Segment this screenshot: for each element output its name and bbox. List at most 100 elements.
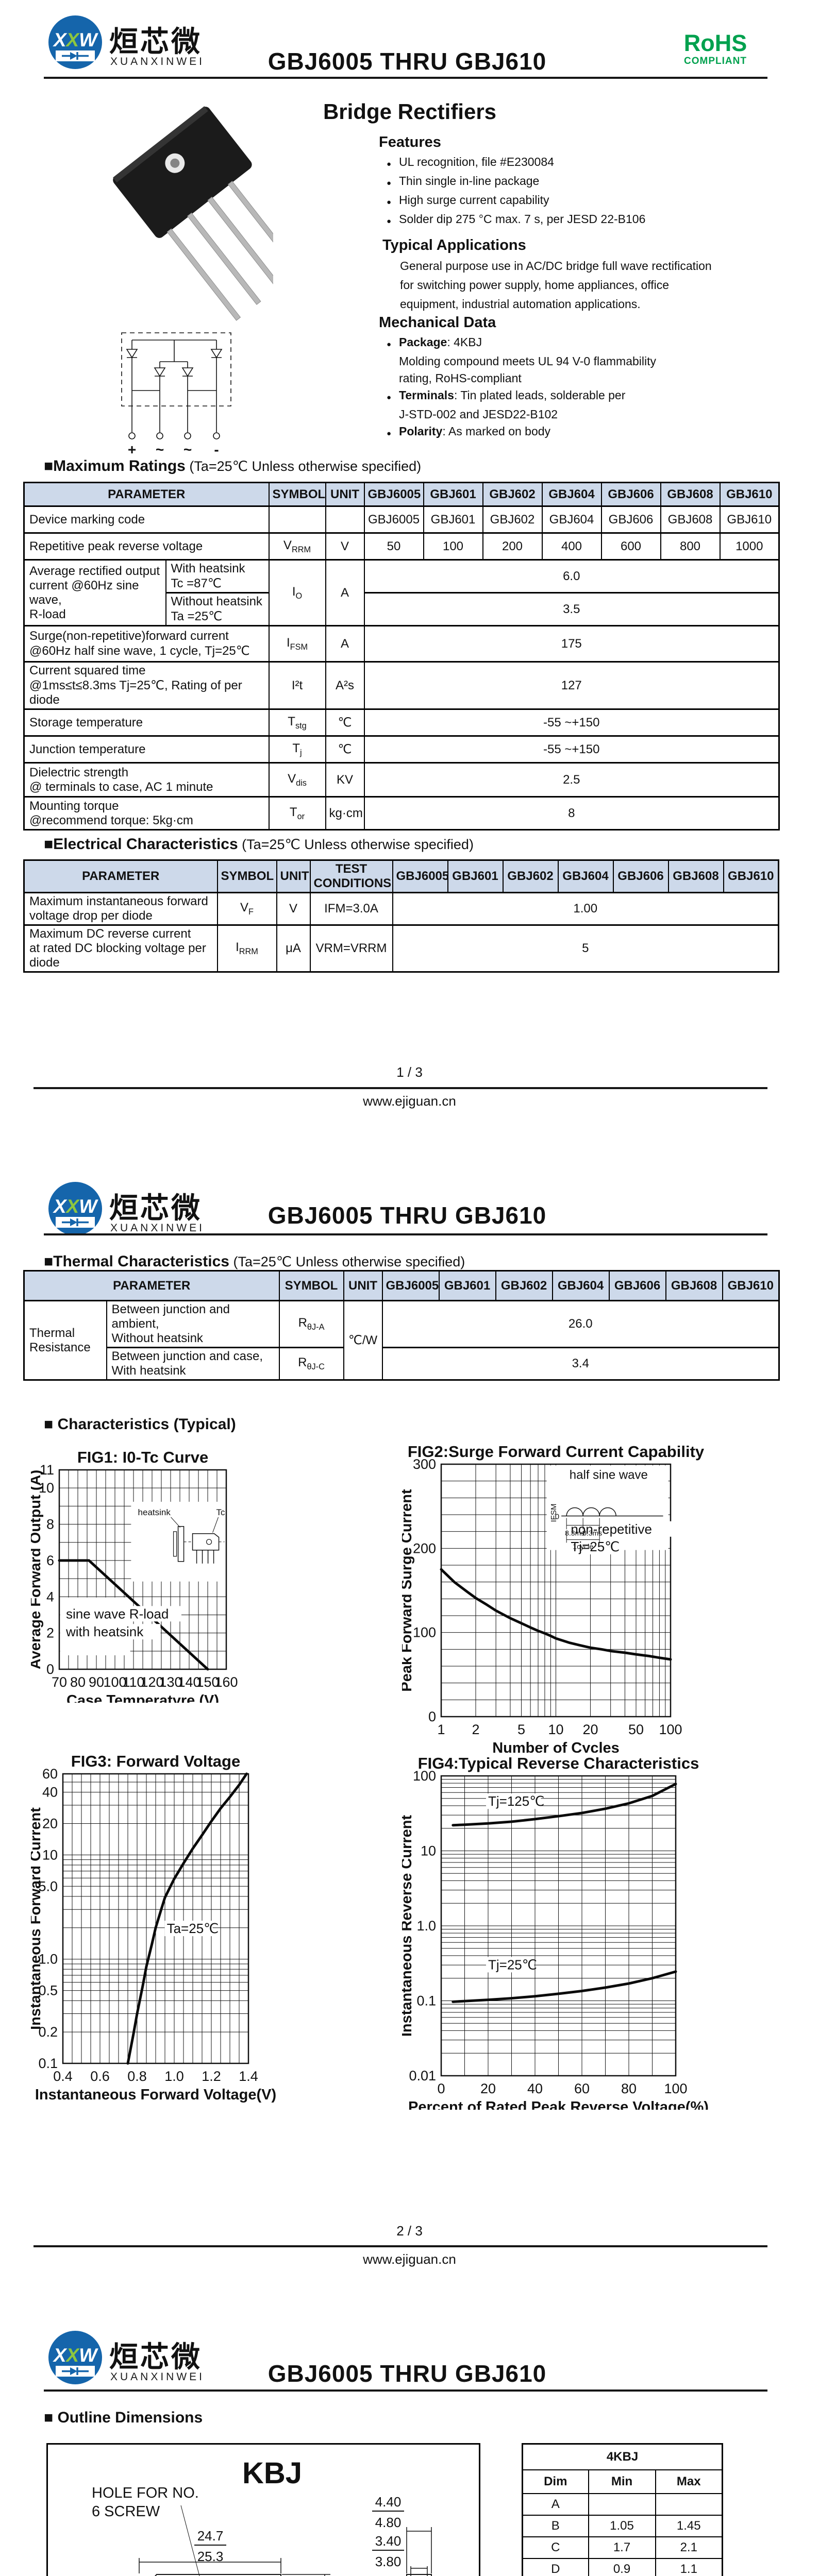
column-header: GBJ602 [502, 859, 559, 893]
footer-url[interactable]: www.ejiguan.cn [363, 2251, 456, 2267]
brand-name-en: XUANXINWEI [110, 2371, 205, 2383]
column-header: PARAMETER [23, 1270, 280, 1301]
unit-cell: A [325, 559, 365, 626]
param-cell: Device marking code [23, 505, 270, 534]
y-tick-label: 11 [40, 1462, 54, 1478]
heading-cond: (Ta=25℃ Unless otherwise specified) [229, 1254, 465, 1269]
value-cell: GBJ606 [600, 505, 661, 534]
y-tick-label: 40 [42, 1785, 58, 1800]
y-tick-label: 0.01 [409, 2068, 436, 2083]
outline-drawing-box: KBJ HOLE FOR NO. 6 SCREW [46, 2443, 480, 2576]
x-tick-label: 20 [582, 1722, 598, 1737]
x-tick-label: 10 [548, 1722, 563, 1737]
symbol-cell: I²t [268, 661, 326, 710]
seg-label: 8.3ms [565, 1529, 584, 1537]
dimension-labels: 24.725.314.715.33.804.203.303.7017.018.0… [194, 2494, 404, 2569]
x-tick-label: 0.6 [90, 2069, 110, 2084]
header-rule [44, 2389, 767, 2392]
logo-monogram: XXW [53, 29, 98, 50]
mech-text: : Tin plated leads, solderable per [454, 388, 626, 402]
header-rule [44, 77, 767, 79]
x-tick-label: 5 [517, 1722, 525, 1737]
x-tick-label: 70 [52, 1674, 67, 1690]
hole-note-line2: 6 SCREW [92, 2503, 160, 2520]
column-header: GBJ6005 [381, 1270, 440, 1301]
param-cell: Repetitive peak reverse voltage [23, 532, 270, 561]
x-tick-label: 90 [89, 1674, 104, 1690]
column-header: GBJ604 [551, 1270, 610, 1301]
outline-dimensions-heading: ■ Outline Dimensions [44, 2409, 203, 2426]
column-header: SYMBOL [278, 1270, 344, 1301]
x-tick-label: 1 [437, 1722, 445, 1737]
param-cell: Dielectric strength @ terminals to case, … [23, 762, 270, 798]
cycle-label: 1cycle [573, 1542, 593, 1550]
param-cell: Junction temperature [23, 735, 270, 764]
x-tick-label: 130 [159, 1674, 182, 1690]
y-tick-label: 1.0 [416, 1918, 436, 1934]
terminal-label: ~ [156, 442, 164, 457]
page-number: 2 / 3 [396, 2223, 423, 2239]
brand-name-en: XUANXINWEI [110, 56, 205, 67]
bullet-icon [387, 370, 399, 387]
hole-note: HOLE FOR NO. 6 SCREW [92, 2484, 199, 2521]
value-cell: GBJ601 [423, 505, 483, 534]
dim-min-w_body: 24.7 [197, 2528, 224, 2544]
x-tick-label: 60 [574, 2081, 590, 2096]
thermal-table: PARAMETER SYMBOL UNIT GBJ6005 GBJ601 GBJ602 GB… [23, 1270, 780, 1381]
x-tick-label: 1.2 [202, 2069, 221, 2084]
column-header: GBJ601 [438, 1270, 496, 1301]
value-cell: 26.0 [381, 1300, 780, 1348]
dim-letter-cell: A [522, 2493, 589, 2516]
column-header: PARAMETER [23, 482, 270, 507]
gridline [171, 1517, 180, 1528]
front-view [154, 2505, 281, 2576]
annotation-bg [63, 1606, 181, 1622]
dim-max-sv_top_w: 4.80 [375, 2515, 402, 2530]
column-header: GBJ602 [482, 482, 543, 507]
mech-term: Package [399, 335, 447, 349]
ifsm-label: IFSM [549, 1504, 558, 1522]
annotation: Tj=25℃ [488, 1957, 537, 1972]
param-cell: Surge(non-repetitive)forward current @60H… [23, 625, 270, 663]
y-tick-label: 100 [413, 1768, 436, 1784]
chart-title: FIG3: Forward Voltage [71, 1753, 240, 1770]
dim-letter-cell: D [522, 2557, 589, 2576]
annotation: sine wave R-load [66, 1606, 169, 1621]
x-tick-label: 100 [659, 1722, 682, 1737]
x-tick-label: 120 [140, 1674, 163, 1690]
footer-url[interactable]: www.ejiguan.cn [363, 1093, 456, 1109]
value-cell: GBJ602 [482, 505, 543, 534]
y-tick-label: 60 [42, 1766, 58, 1782]
symbol-cell: IFSM [268, 625, 326, 663]
page-number: 1 / 3 [396, 1064, 423, 1080]
heading-cond: (Ta=25℃ Unless otherwise specified) [185, 459, 422, 474]
product-photo [113, 106, 273, 321]
x-axis-label: Instantaneous Forward Voltage(V) [35, 2087, 276, 2103]
feature-item: ● UL recognition, file #E230084 [387, 154, 645, 173]
fig3-chart: 0.4 0.6 0.8 1.0 1.2 1.4 0.1 0.2 0.5 1.0 5.0 10 20 40 6… [31, 1753, 276, 2103]
series-Tj=25℃ [452, 1970, 677, 2003]
feature-item: ● Solder dip 275 °C max. 7 s, per JESD 22… [387, 211, 645, 230]
features-list: ● UL recognition, file #E230084 ● Thin sing… [387, 154, 645, 230]
annotation-bg [486, 1957, 534, 1973]
side-dim-lines [406, 2527, 432, 2576]
thermal-heading: ■Thermal Characteristics (Ta=25℃ Unless … [44, 1253, 465, 1270]
typical-applications-text: General purpose use in AC/DC bridge full… [400, 257, 712, 314]
unit-cell: ℃/W [343, 1300, 383, 1381]
company-logo-icon: XXW [48, 2331, 102, 2384]
annotation: with heatsink [65, 1624, 144, 1639]
table-row: Junction temperature Tj ℃ -55 ~+150 [23, 735, 780, 764]
terminal-label: - [214, 442, 219, 457]
features-heading: Features [379, 134, 441, 150]
value-cell: 127 [363, 661, 780, 710]
column-header: SYMBOL [216, 859, 277, 893]
annotation-bg [486, 1793, 541, 1809]
product-title: Bridge Rectifiers [323, 99, 497, 124]
annotation-bg [63, 1624, 161, 1640]
y-tick-label: 10 [421, 1843, 436, 1859]
value-cell: 50 [363, 532, 424, 561]
annotation-bg [569, 1521, 673, 1537]
dim-max-w_body: 25.3 [197, 2549, 224, 2564]
y-axis-label: Instantaneous Forward Current [31, 1807, 44, 2030]
